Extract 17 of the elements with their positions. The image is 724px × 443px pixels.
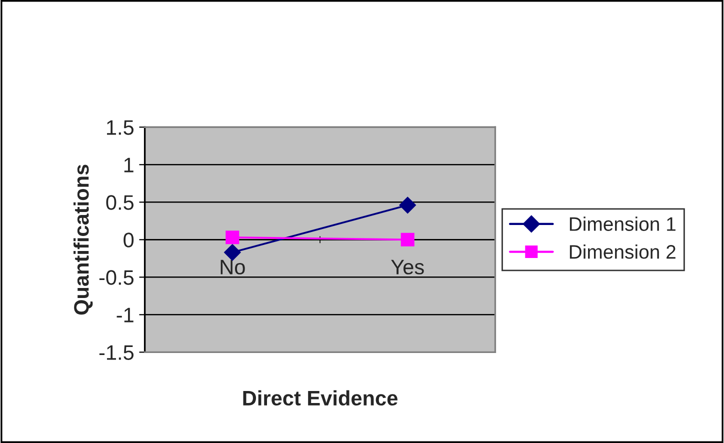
y-axis-title: Quantifications: [74, 164, 93, 315]
point: [226, 230, 240, 244]
y-tick-label: 0: [124, 232, 134, 248]
y-tick-label: 1: [124, 158, 134, 172]
point: [224, 244, 241, 261]
legend-label: Dimension 2: [570, 244, 676, 259]
y-tick-label: -0.5: [99, 270, 134, 285]
y-tick-label: 1.5: [107, 120, 134, 135]
y-tick-label: 0.5: [106, 195, 134, 210]
y-tick-label: -1.5: [99, 345, 134, 360]
x-tick-label: Yes: [391, 260, 424, 274]
x-tick-label: No: [220, 260, 245, 274]
point: [400, 232, 414, 246]
x-axis-title: Direct Evidence: [243, 390, 398, 406]
point: [399, 196, 416, 214]
legend-label: Dimension 1: [570, 216, 676, 231]
y-tick-label: -1: [116, 308, 134, 322]
